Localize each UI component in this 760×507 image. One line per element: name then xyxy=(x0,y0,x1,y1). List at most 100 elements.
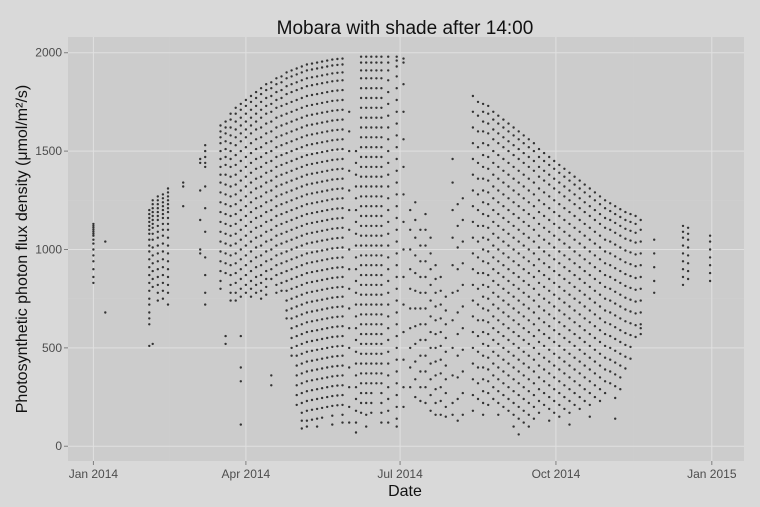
data-point xyxy=(254,112,258,115)
data-point xyxy=(92,268,95,271)
data-point xyxy=(156,275,159,279)
data-point xyxy=(487,238,490,241)
data-point xyxy=(512,153,515,157)
data-point xyxy=(563,230,566,233)
data-point xyxy=(598,376,602,379)
data-point xyxy=(239,334,242,338)
data-point xyxy=(603,297,607,300)
data-point xyxy=(249,220,253,224)
data-point xyxy=(424,291,427,294)
data-point xyxy=(487,309,490,312)
data-point xyxy=(553,246,556,249)
data-point xyxy=(290,100,293,104)
data-point xyxy=(229,254,232,257)
data-point xyxy=(229,244,232,247)
data-point xyxy=(481,271,485,275)
data-point xyxy=(387,138,390,141)
data-point xyxy=(492,220,495,224)
data-point xyxy=(471,315,475,318)
data-point xyxy=(315,397,319,401)
y-tick-label: 2000 xyxy=(35,46,62,60)
data-point xyxy=(341,187,344,190)
data-point xyxy=(310,270,314,274)
data-point xyxy=(461,370,464,373)
data-point xyxy=(370,106,373,110)
data-point xyxy=(151,254,154,257)
data-point xyxy=(380,244,383,247)
data-point xyxy=(487,104,490,108)
data-point xyxy=(598,293,602,296)
data-point xyxy=(568,179,571,182)
data-point xyxy=(92,238,95,241)
data-point xyxy=(517,346,520,350)
data-point xyxy=(573,356,576,359)
data-point xyxy=(244,224,248,228)
data-point xyxy=(295,285,298,289)
data-point xyxy=(336,118,339,122)
data-point xyxy=(239,199,242,202)
data-point xyxy=(219,124,222,127)
data-point xyxy=(354,362,358,365)
data-point xyxy=(265,171,268,174)
data-point xyxy=(588,238,591,241)
data-point xyxy=(553,187,556,190)
data-point xyxy=(686,269,690,273)
data-point xyxy=(259,214,263,218)
data-point xyxy=(295,364,298,367)
data-point xyxy=(502,169,505,172)
data-point xyxy=(548,277,551,281)
data-point xyxy=(300,372,303,375)
data-point xyxy=(492,110,495,114)
data-point xyxy=(341,216,344,220)
data-point xyxy=(254,291,258,294)
data-point xyxy=(354,185,358,188)
data-point xyxy=(234,252,237,255)
data-point xyxy=(461,348,464,351)
data-point xyxy=(497,319,500,322)
data-point xyxy=(249,108,253,112)
data-point xyxy=(310,76,314,79)
data-point xyxy=(629,220,632,224)
data-point xyxy=(387,350,390,353)
data-point xyxy=(305,281,309,285)
data-point xyxy=(532,181,536,184)
data-point xyxy=(380,352,383,355)
data-point xyxy=(275,98,278,102)
data-point xyxy=(359,69,363,72)
data-point xyxy=(290,327,293,330)
data-point xyxy=(451,181,454,184)
data-point xyxy=(497,132,500,135)
data-point xyxy=(229,299,232,302)
data-point xyxy=(424,338,427,342)
data-point xyxy=(380,382,383,385)
data-point xyxy=(502,334,505,338)
data-point xyxy=(336,256,339,259)
data-point xyxy=(254,256,258,259)
data-point xyxy=(370,313,373,316)
data-point xyxy=(285,122,288,125)
data-point xyxy=(359,205,363,208)
data-point xyxy=(270,179,273,182)
data-point xyxy=(380,362,383,365)
data-point xyxy=(522,327,525,330)
data-point xyxy=(265,285,268,289)
data-point xyxy=(244,120,248,123)
data-point xyxy=(487,391,490,395)
data-point xyxy=(348,327,351,330)
data-point xyxy=(451,374,454,377)
data-point xyxy=(395,146,398,149)
data-point xyxy=(336,236,339,240)
data-point xyxy=(305,340,309,344)
data-point xyxy=(265,269,268,273)
data-point xyxy=(471,409,475,412)
data-point xyxy=(614,337,617,341)
data-point xyxy=(522,142,525,145)
data-point xyxy=(270,102,273,106)
data-point xyxy=(275,83,278,86)
data-point xyxy=(275,195,278,198)
data-point xyxy=(290,317,293,320)
data-point xyxy=(619,215,622,219)
data-point xyxy=(532,159,536,163)
data-point xyxy=(365,96,368,100)
data-point xyxy=(558,368,561,371)
